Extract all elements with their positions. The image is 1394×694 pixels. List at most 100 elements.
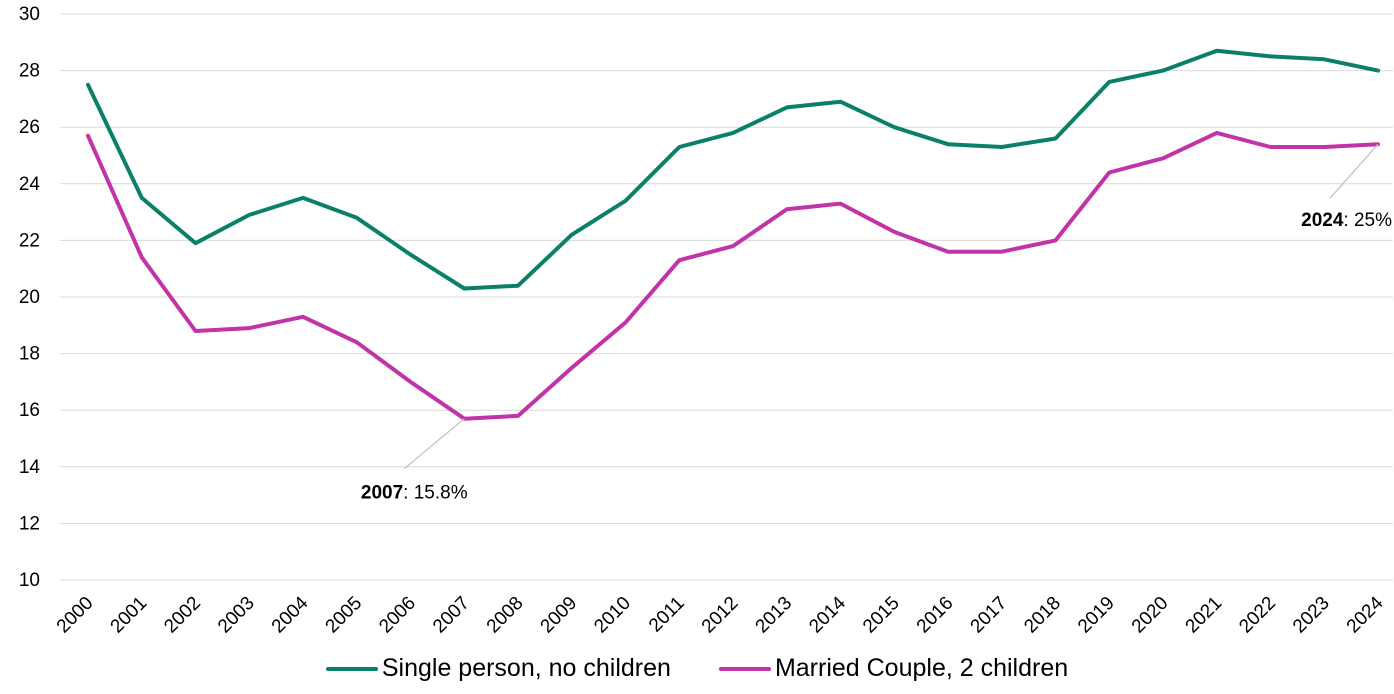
data-point	[1216, 132, 1218, 134]
y-tick-label: 30	[19, 4, 40, 25]
legend-swatch-single	[325, 666, 378, 671]
x-tick-label: 2005	[322, 593, 367, 638]
x-tick-label: 2018	[1020, 593, 1065, 638]
data-point	[1001, 251, 1003, 253]
x-tick-label: 2001	[107, 593, 152, 638]
data-point	[1055, 138, 1056, 140]
data-point	[1270, 55, 1271, 57]
data-point	[1055, 239, 1056, 241]
series-line-0	[86, 48, 1380, 291]
data-point	[356, 217, 358, 219]
y-tick-label: 14	[19, 457, 41, 478]
gridlines	[60, 13, 1393, 581]
y-tick-label: 10	[19, 570, 40, 591]
data-point	[1377, 70, 1379, 72]
x-tick-label: 2014	[805, 592, 850, 637]
x-tick-label: 2015	[859, 593, 904, 638]
data-point	[1162, 157, 1164, 159]
x-tick-label: 2003	[214, 593, 259, 638]
legend-item-married: Married Couple, 2 children	[718, 654, 1069, 683]
annotation-leader	[403, 418, 465, 470]
x-tick-label: 2002	[160, 593, 205, 638]
x-tick-label: 2000	[53, 593, 98, 638]
x-tick-label: 2019	[1074, 593, 1119, 638]
data-point	[732, 132, 734, 134]
legend-label-single: Single person, no children	[381, 654, 671, 682]
data-point	[302, 316, 304, 318]
data-point	[947, 251, 949, 253]
y-axis-ticks: 10 12 14 16 18 20 22 24 26 28 30	[19, 4, 41, 591]
data-point	[517, 285, 519, 287]
data-point	[893, 231, 895, 233]
data-point	[1323, 146, 1325, 148]
x-tick-label: 2010	[590, 593, 635, 638]
data-point	[1162, 70, 1164, 72]
y-tick-label: 16	[19, 400, 40, 421]
x-tick-label: 2012	[698, 593, 743, 638]
series-lines	[86, 48, 1380, 421]
data-point	[840, 203, 841, 205]
data-point	[87, 135, 89, 137]
data-point	[840, 101, 841, 103]
data-point	[248, 327, 250, 329]
data-point	[893, 126, 895, 128]
x-axis-ticks: 2000 2001 2002 2003 2004 2005 2006 2007 2008 2009…	[53, 592, 1388, 637]
x-tick-label: 2013	[752, 593, 797, 638]
x-tick-label: 2006	[375, 593, 420, 638]
data-point	[732, 245, 734, 247]
data-point	[463, 288, 465, 290]
data-point	[571, 367, 573, 369]
data-point	[625, 200, 626, 202]
x-tick-label: 2016	[913, 593, 958, 638]
y-tick-label: 22	[19, 230, 40, 251]
series-line-1	[86, 130, 1380, 421]
legend-swatch-married	[718, 666, 771, 671]
y-tick-label: 26	[19, 117, 40, 138]
legend: Single person, no children Married Coupl…	[0, 654, 1394, 683]
data-point	[571, 234, 573, 236]
data-point	[195, 242, 196, 244]
x-tick-label: 2011	[645, 593, 689, 637]
annotation-leader	[1329, 143, 1379, 199]
data-point	[195, 330, 196, 332]
x-tick-label: 2008	[483, 593, 528, 638]
x-tick-label: 2024	[1343, 592, 1388, 637]
data-point	[947, 143, 949, 145]
data-point	[1108, 171, 1110, 173]
data-point	[1270, 146, 1271, 148]
data-point	[517, 415, 519, 417]
data-point	[678, 259, 680, 261]
data-point	[786, 106, 788, 108]
x-tick-label: 2004	[268, 592, 313, 637]
data-point	[248, 214, 250, 216]
x-tick-label: 2020	[1128, 593, 1173, 638]
data-point	[356, 341, 358, 343]
data-point	[1216, 50, 1218, 52]
data-point	[678, 146, 680, 148]
y-tick-label: 28	[19, 61, 40, 82]
data-point	[1323, 58, 1325, 60]
data-point	[141, 256, 143, 258]
x-tick-label: 2022	[1235, 593, 1280, 638]
data-point	[410, 254, 411, 256]
x-tick-label: 2023	[1289, 593, 1334, 638]
x-tick-label: 2007	[429, 593, 474, 638]
data-point	[87, 84, 89, 86]
legend-label-married: Married Couple, 2 children	[774, 654, 1069, 682]
y-tick-label: 18	[19, 344, 40, 365]
annotation-label: 2007: 15.8%	[361, 483, 468, 504]
data-point	[1001, 146, 1003, 148]
annotations: 2007: 15.8% 2024: 25%	[361, 143, 1392, 504]
x-tick-label: 2009	[537, 593, 582, 638]
y-tick-label: 20	[19, 287, 40, 308]
data-point	[410, 381, 411, 383]
data-point	[1108, 81, 1110, 83]
data-point	[786, 208, 788, 210]
annotation-label: 2024: 25%	[1301, 210, 1392, 231]
legend-item-single: Single person, no children	[325, 654, 671, 683]
x-tick-label: 2021	[1182, 593, 1227, 638]
data-point	[625, 321, 626, 323]
data-point	[302, 197, 304, 199]
data-point	[141, 197, 143, 199]
